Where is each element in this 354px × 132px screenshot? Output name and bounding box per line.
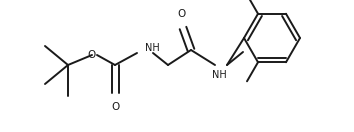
Text: O: O [88, 50, 96, 60]
Text: NH: NH [212, 70, 226, 80]
Text: NH: NH [145, 43, 160, 53]
Text: O: O [177, 9, 185, 19]
Text: O: O [111, 102, 119, 112]
